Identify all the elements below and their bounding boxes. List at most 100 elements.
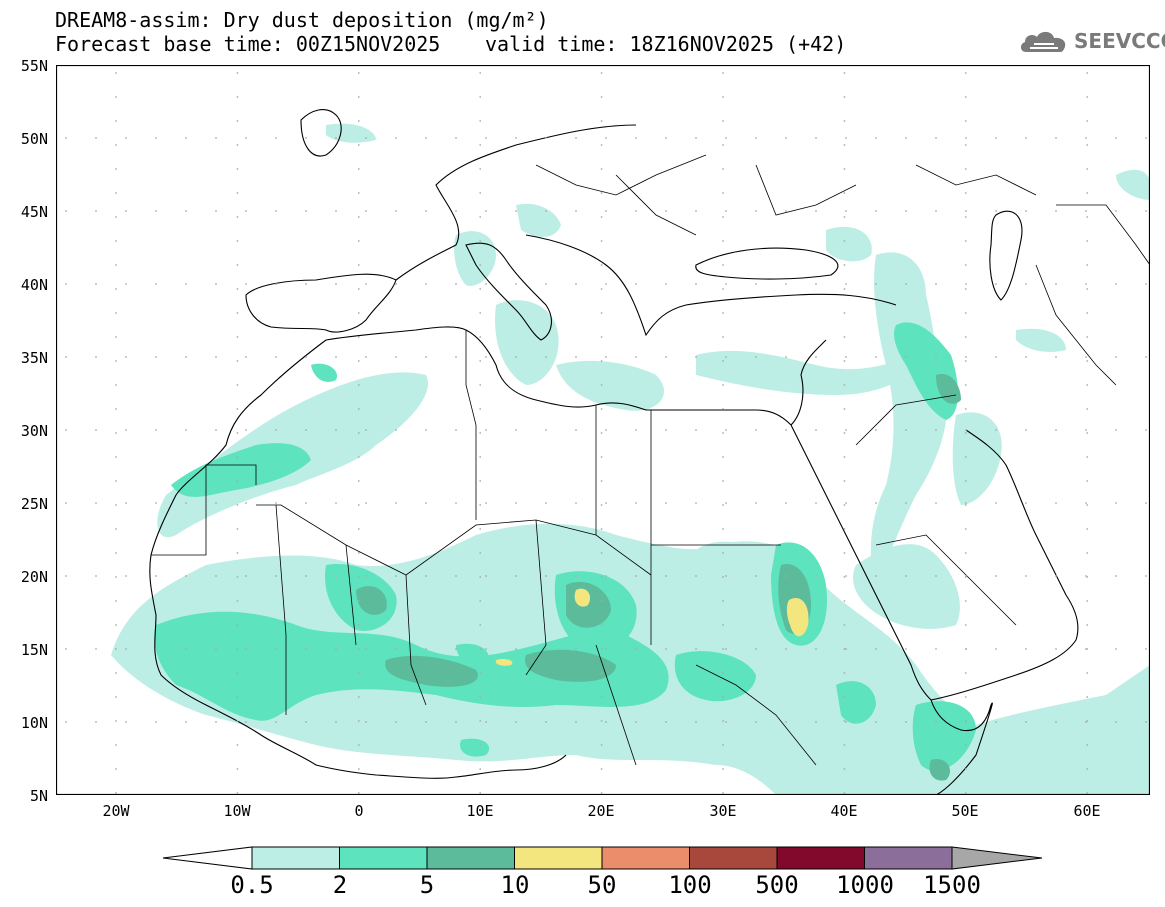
lon-label-20e: 20E [587,802,615,820]
graticule-dot [95,502,97,504]
graticule-dot [600,216,603,218]
graticule-dot [965,137,967,139]
graticule-dot [479,240,482,242]
graticule-dot [245,648,247,650]
graticule-dot [725,137,727,139]
colorbar-label-100: 100 [668,871,712,899]
graticule-dot [725,721,727,723]
graticule-dot [1086,264,1089,266]
graticule-dot [722,240,724,242]
graticule-dot [843,144,846,146]
graticule-dot [1115,575,1117,577]
graticule-dot [995,575,997,577]
graticule-dot [905,575,907,577]
graticule-dot [1085,137,1087,139]
graticule-dot [245,210,247,212]
graticule-dot [1055,356,1057,358]
graticule-dot [357,456,360,458]
graticule-dot [964,624,967,626]
graticule-dot [964,96,967,98]
graticule-dot [1085,575,1087,577]
graticule-dot [722,216,724,218]
graticule-dot [875,429,877,431]
graticule-dot [115,264,117,266]
graticule-dot [695,283,697,285]
graticule-dot [725,283,727,285]
graticule-dot [215,575,217,577]
graticule-dot [964,432,967,434]
graticule-dot [357,264,360,266]
graticule-dot [115,288,117,290]
graticule-dot [125,356,127,358]
lat-label-10n: 10N [20,714,48,732]
graticule-dot [695,721,697,723]
graticule-dot [95,648,97,650]
graticule-dot [875,283,877,285]
lat-label-50n: 50N [20,130,48,148]
graticule-dot [1086,192,1089,194]
graticule-dot [845,283,847,285]
graticule-dot [236,96,239,98]
graticule-dot [965,721,967,723]
graticule-dot [185,283,187,285]
graticule-dot [115,576,117,578]
graticule-dot [722,696,724,698]
graticule-dot [485,210,487,212]
graticule-dot [479,504,482,506]
graticule-dot [545,721,547,723]
graticule-dot [185,721,187,723]
graticule-dot [275,137,277,139]
graticule-dot [115,216,117,218]
colorbar-label-1000: 1000 [836,871,894,899]
graticule-dot [905,502,907,504]
graticule-dot [722,144,724,146]
graticule-dot [185,429,187,431]
graticule-dot [815,575,817,577]
graticule-dot [357,720,360,722]
graticule-dot [125,283,127,285]
graticule-dot [935,137,937,139]
graticule-dot [935,283,937,285]
graticule-dot [479,768,482,770]
colorbar-label-50: 50 [587,871,617,899]
graticule-dot [722,168,724,170]
graticule-dot [845,502,847,504]
colorbar-lower-extend [162,846,253,870]
graticule-dot [395,502,397,504]
graticule-dot [815,137,817,139]
graticule-dot [600,120,603,122]
deposition-level-10 [495,588,809,666]
lon-label-20w: 20W [102,802,130,820]
graticule-dot [722,720,724,722]
graticule-dot [1086,528,1089,530]
graticule-dot [185,356,187,358]
colorbar-label-1500: 1500 [923,871,981,899]
graticule-dot [1086,312,1089,314]
graticule-dot [905,648,907,650]
graticule-dot [515,356,517,358]
graticule-dot [600,480,603,482]
graticule-dot [935,648,937,650]
graticule-dot [1145,210,1147,212]
graticule-dot [815,721,817,723]
graticule-dot [575,648,577,650]
graticule-dot [479,672,482,674]
graticule-dot [115,648,117,650]
graticule-dot [755,502,757,504]
graticule-dot [843,96,846,98]
graticule-dot [479,792,482,794]
graticule-dot [1145,575,1147,577]
graticule-dot [236,648,239,650]
graticule-dot [65,356,67,358]
graticule-dot [995,137,997,139]
lon-label-30e: 30E [709,802,737,820]
graticule-dot [357,312,360,314]
graticule-dot [1025,721,1027,723]
graticule-dot [357,648,360,650]
graticule-dot [965,356,967,358]
graticule-dot [236,744,239,746]
graticule-dot [357,624,360,626]
graticule-dot [125,429,127,431]
graticule-dot [305,429,307,431]
graticule-dot [1025,283,1027,285]
